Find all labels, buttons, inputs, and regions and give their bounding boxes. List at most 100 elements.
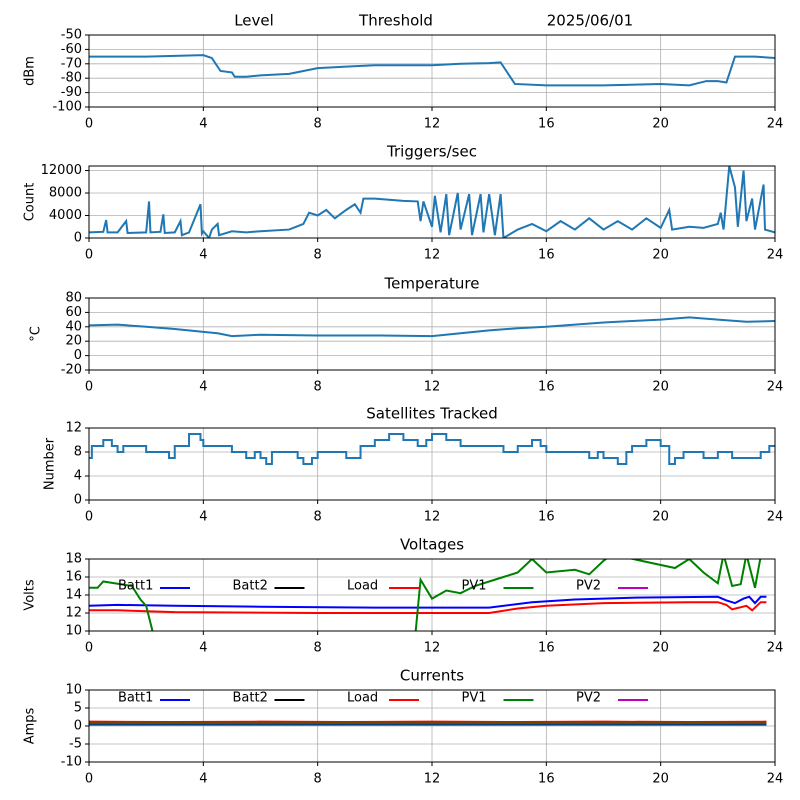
y-tick-label: 0 <box>74 719 82 734</box>
series-line <box>89 54 775 87</box>
y-tick-label: 8000 <box>49 186 82 201</box>
x-tick-label: 8 <box>314 510 322 525</box>
chart-title: Level <box>234 12 274 30</box>
x-tick-label: 8 <box>314 641 322 656</box>
y-tick-label: 0 <box>74 493 82 508</box>
x-tick-label: 20 <box>652 117 669 132</box>
series-line <box>89 166 775 238</box>
plot-frame <box>88 297 776 371</box>
legend-label: PV2 <box>576 579 601 594</box>
legend-label: Batt1 <box>118 579 153 594</box>
plot-frame <box>88 165 776 239</box>
x-tick-label: 0 <box>85 641 93 656</box>
y-tick-label: 80 <box>65 291 82 306</box>
x-tick-label: 8 <box>314 772 322 787</box>
annotation: Threshold <box>358 12 433 30</box>
y-tick-label: 10 <box>65 683 82 698</box>
x-tick-label: 8 <box>314 380 322 395</box>
y-tick-label: 60 <box>65 305 82 320</box>
x-tick-label: 16 <box>538 641 555 656</box>
y-tick-label: -10 <box>61 755 82 770</box>
x-tick-label: 16 <box>538 117 555 132</box>
panel: 0 4 8 12 16 20 24 -10 -5 0 5 10 Currents Amps Batt1 Bat… <box>23 667 784 787</box>
legend-label: Batt2 <box>233 579 268 594</box>
x-tick-label: 4 <box>199 641 207 656</box>
x-tick-label: 4 <box>199 510 207 525</box>
x-tick-label: 16 <box>538 380 555 395</box>
plot-frame <box>88 427 776 501</box>
x-tick-label: 12 <box>424 772 441 787</box>
legend-label: Load <box>347 579 378 594</box>
x-tick-label: 12 <box>424 117 441 132</box>
legend-label: Load <box>347 691 378 706</box>
y-tick-label: -5 <box>69 737 82 752</box>
x-tick-label: 0 <box>85 772 93 787</box>
x-tick-label: 4 <box>199 117 207 132</box>
x-tick-label: 12 <box>424 510 441 525</box>
y-tick-label: -20 <box>61 363 82 378</box>
x-tick-label: 16 <box>538 248 555 263</box>
y-tick-label: -100 <box>52 100 82 115</box>
plot-frame <box>88 558 776 632</box>
x-tick-label: 16 <box>538 510 555 525</box>
panel: 0 4 8 12 16 20 24 -100-90-80-70-60-50 Level Thres… <box>23 12 784 132</box>
x-tick-label: 12 <box>424 641 441 656</box>
x-tick-label: 24 <box>767 380 784 395</box>
x-tick-label: 20 <box>652 641 669 656</box>
x-tick-label: 24 <box>767 117 784 132</box>
y-tick-label: -80 <box>61 71 82 86</box>
legend-label: PV2 <box>576 691 601 706</box>
plot-frame <box>88 34 776 108</box>
x-tick-label: 0 <box>85 510 93 525</box>
y-tick-label: 40 <box>65 319 82 334</box>
x-tick-label: 8 <box>314 117 322 132</box>
panel: 0 4 8 12 16 20 24 0 4 8 12 Satellites Tracked Number <box>43 405 784 525</box>
series-line <box>89 601 767 614</box>
y-tick-label: 8 <box>74 445 82 460</box>
x-tick-label: 24 <box>767 248 784 263</box>
plot-frame <box>88 689 776 763</box>
x-tick-label: 20 <box>652 380 669 395</box>
y-axis-label: °C <box>29 326 44 342</box>
chart-title: Currents <box>400 667 464 685</box>
y-tick-label: 20 <box>65 334 82 349</box>
y-tick-label: 12 <box>65 421 82 436</box>
x-tick-label: 4 <box>199 772 207 787</box>
x-tick-label: 16 <box>538 772 555 787</box>
annotation: 2025/06/01 <box>547 12 633 30</box>
x-tick-label: 0 <box>85 380 93 395</box>
y-axis-label: dBm <box>23 56 38 86</box>
legend-label: PV1 <box>462 579 487 594</box>
x-tick-label: 24 <box>767 772 784 787</box>
x-tick-label: 24 <box>767 510 784 525</box>
y-tick-label: 14 <box>65 588 82 603</box>
x-tick-label: 4 <box>199 248 207 263</box>
y-axis-label: Number <box>43 437 58 490</box>
y-tick-label: -90 <box>61 85 82 100</box>
y-axis-label: Volts <box>23 579 38 611</box>
y-tick-label: 18 <box>65 552 82 567</box>
y-axis-label: Amps <box>23 707 38 744</box>
y-tick-label: 0 <box>74 348 82 363</box>
x-tick-label: 24 <box>767 641 784 656</box>
x-tick-label: 12 <box>424 248 441 263</box>
y-axis-label: Count <box>23 183 38 222</box>
y-tick-label: 5 <box>74 701 82 716</box>
panel: 0 4 8 12 16 20 24 0 4000 8000 12000 Triggers/sec Cou… <box>23 143 784 263</box>
chart-title: Temperature <box>383 275 479 293</box>
x-tick-label: 0 <box>85 117 93 132</box>
y-tick-label: 12000 <box>41 163 82 178</box>
y-tick-label: -70 <box>61 56 82 71</box>
series-line <box>89 433 775 465</box>
y-tick-label: -60 <box>61 42 82 57</box>
x-tick-label: 12 <box>424 380 441 395</box>
y-tick-label: 16 <box>65 570 82 585</box>
series-line <box>89 316 775 338</box>
chart-title: Satellites Tracked <box>366 405 497 423</box>
chart-title: Triggers/sec <box>386 143 477 161</box>
series-line <box>89 595 767 609</box>
legend-label: Batt2 <box>233 691 268 706</box>
y-tick-label: 4 <box>74 469 82 484</box>
